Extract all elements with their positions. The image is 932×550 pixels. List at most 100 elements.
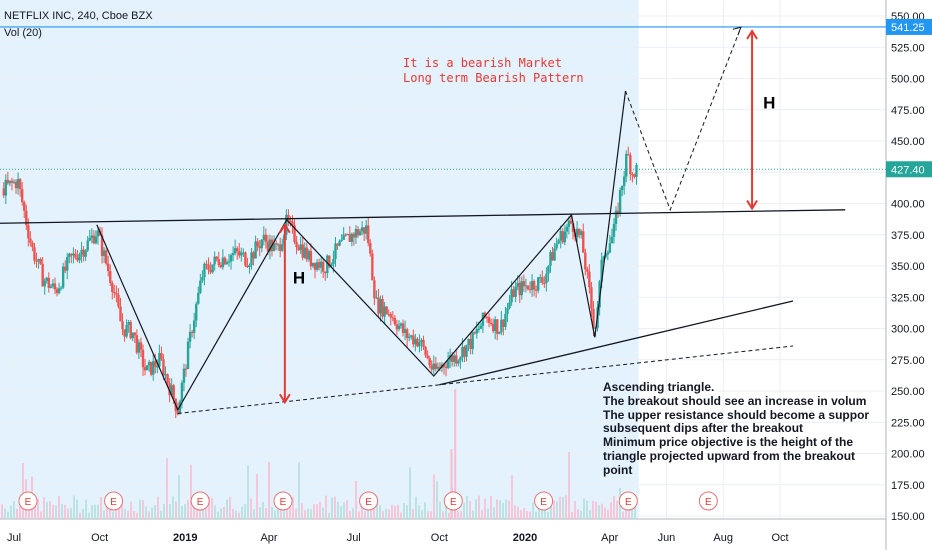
earnings-marker bbox=[443, 491, 463, 511]
volume-bar bbox=[598, 505, 600, 519]
candle-body bbox=[346, 234, 349, 236]
candle-body bbox=[330, 264, 333, 267]
candle-body bbox=[186, 341, 190, 369]
candle-body bbox=[78, 254, 81, 261]
candle-body bbox=[90, 235, 94, 238]
price-tag-label: 427.40 bbox=[891, 164, 925, 176]
candle-body bbox=[84, 250, 87, 257]
candle-body bbox=[360, 227, 364, 232]
volume-bar bbox=[478, 495, 480, 519]
candle-body bbox=[41, 263, 44, 287]
candle-body bbox=[154, 361, 157, 367]
volume-bar bbox=[97, 504, 99, 519]
candle-body bbox=[543, 282, 546, 284]
candle-body bbox=[405, 329, 409, 339]
candle-body bbox=[123, 329, 126, 337]
triangle-note-line: Ascending triangle. bbox=[603, 381, 715, 394]
candle-body bbox=[424, 346, 427, 356]
earnings-marker bbox=[104, 491, 124, 511]
y-tick-label: 250.00 bbox=[891, 386, 925, 398]
candle-body bbox=[586, 269, 589, 272]
candle-body bbox=[395, 324, 399, 330]
volume-bar bbox=[580, 510, 582, 519]
volume-bar bbox=[406, 505, 408, 519]
y-tick-label: 475.00 bbox=[891, 105, 925, 117]
candle-body bbox=[383, 306, 386, 317]
price-tag bbox=[886, 161, 932, 178]
candle-body bbox=[291, 221, 294, 226]
volume-bar bbox=[385, 508, 387, 519]
volume-bar bbox=[424, 502, 426, 519]
candle-body bbox=[94, 236, 98, 244]
volume-bar bbox=[469, 501, 471, 519]
volume-bar bbox=[250, 498, 252, 519]
resistance-trendline bbox=[0, 209, 846, 224]
earnings-marker bbox=[534, 491, 554, 511]
candle-body bbox=[344, 234, 347, 236]
earnings-marker bbox=[273, 491, 293, 511]
volume-bar bbox=[100, 496, 102, 519]
candle-body bbox=[399, 323, 403, 326]
candle-body bbox=[444, 366, 448, 368]
volume-bar bbox=[472, 510, 474, 519]
earnings-marker-label: E bbox=[450, 497, 457, 508]
volume-bar bbox=[184, 503, 186, 519]
volume-bar bbox=[70, 508, 72, 519]
candle-body bbox=[178, 401, 182, 415]
volume-bar bbox=[361, 507, 363, 519]
volume-bar bbox=[61, 504, 63, 519]
volume-bar bbox=[496, 499, 498, 519]
x-tick-label: Jul bbox=[7, 532, 21, 544]
candle-body bbox=[584, 252, 587, 270]
candle-body bbox=[285, 214, 288, 235]
candle-body bbox=[152, 361, 155, 375]
volume-bar bbox=[418, 505, 420, 519]
candle-body bbox=[536, 277, 540, 291]
volume-bar bbox=[169, 504, 171, 519]
volume-bar bbox=[322, 507, 324, 519]
candle-body bbox=[211, 264, 214, 273]
candle-body bbox=[483, 312, 487, 318]
volume-bar bbox=[412, 508, 414, 519]
x-tick-label: Oct bbox=[771, 532, 788, 544]
volume-bar bbox=[589, 510, 591, 519]
volume-bar bbox=[298, 462, 300, 519]
candle-body bbox=[416, 338, 419, 347]
candle-body bbox=[106, 263, 110, 272]
candle-body bbox=[471, 332, 474, 349]
volume-bar bbox=[532, 502, 534, 519]
candle-body bbox=[555, 243, 558, 249]
candle-body bbox=[115, 293, 118, 295]
volume-bar bbox=[499, 500, 501, 519]
volume-bar bbox=[487, 508, 489, 519]
volume-bar bbox=[130, 501, 132, 519]
volume-bar bbox=[196, 503, 198, 519]
volume-bar bbox=[139, 499, 141, 519]
volume-bar bbox=[121, 504, 123, 519]
candle-body bbox=[201, 277, 204, 281]
volume-bar bbox=[13, 501, 15, 519]
candle-body bbox=[141, 349, 145, 368]
candle-body bbox=[618, 190, 622, 214]
candle-body bbox=[281, 244, 284, 251]
y-tick-label: 325.00 bbox=[891, 292, 925, 304]
candle-body bbox=[620, 185, 624, 191]
volume-bar bbox=[457, 510, 459, 519]
candle-body bbox=[518, 282, 521, 296]
volume-bar bbox=[427, 511, 429, 519]
volume-bar bbox=[529, 511, 531, 519]
volume-bar bbox=[157, 496, 159, 519]
candle-body bbox=[315, 262, 319, 270]
triangle-note-line: triangle projected upward from the break… bbox=[603, 448, 856, 463]
volume-bar bbox=[442, 511, 444, 519]
candle-body bbox=[461, 346, 464, 358]
candle-body bbox=[16, 179, 20, 189]
volume-bar bbox=[241, 506, 243, 519]
candle-body bbox=[248, 265, 251, 268]
candle-body bbox=[534, 289, 538, 291]
x-tick-label: Aug bbox=[713, 532, 733, 544]
candle-body bbox=[512, 289, 515, 297]
candle-body bbox=[43, 280, 46, 287]
candle-body bbox=[430, 365, 433, 370]
